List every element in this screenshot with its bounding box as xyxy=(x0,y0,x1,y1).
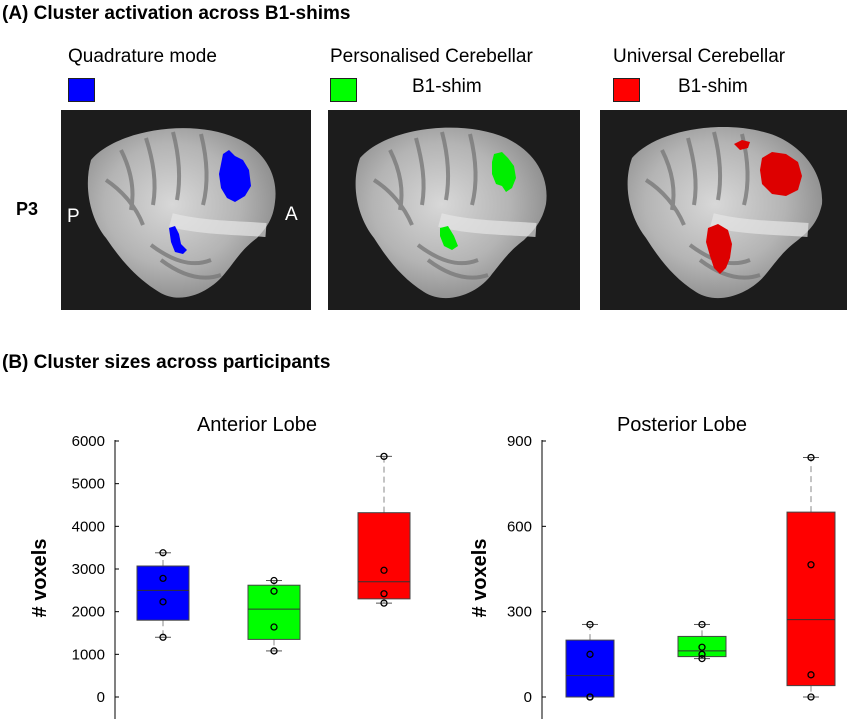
brain-image-quadrature: P A xyxy=(61,110,311,310)
legend-personalised-swatch xyxy=(330,78,357,102)
box-plots: Anterior Lobe # voxels 01000200030004000… xyxy=(29,414,836,719)
anterior-chart-title: Anterior Lobe xyxy=(197,414,317,436)
posterior-tick-label: 300 xyxy=(507,604,532,621)
posterior-data-point xyxy=(586,650,594,658)
anterior-data-point xyxy=(159,598,167,606)
legend-universal-sublabel: B1-shim xyxy=(678,76,748,97)
posterior-label: P xyxy=(67,206,80,227)
posterior-y-axis-label: # voxels xyxy=(469,539,491,618)
anterior-boxes xyxy=(136,452,411,655)
posterior-data-point xyxy=(698,643,706,651)
panel-a-title: (A) Cluster activation across B1-shims xyxy=(2,3,351,24)
anterior-tick-label: 6000 xyxy=(72,433,105,450)
posterior-tick-label: 0 xyxy=(524,689,532,706)
brain-image-universal xyxy=(600,110,847,310)
anterior-box-2 xyxy=(357,452,411,607)
legend-personalised-label: Personalised Cerebellar xyxy=(330,46,533,67)
posterior-box-2 xyxy=(786,453,836,701)
legend-personalised-sublabel: B1-shim xyxy=(412,76,482,97)
posterior-data-point xyxy=(807,453,815,462)
posterior-boxes xyxy=(565,453,836,701)
posterior-box-rect xyxy=(677,635,727,658)
brain-slice-quadrature: P A xyxy=(67,128,298,298)
posterior-tick-label: 900 xyxy=(507,433,532,450)
anterior-tick-label: 1000 xyxy=(72,646,105,663)
posterior-box-rect xyxy=(786,511,836,687)
anterior-data-point xyxy=(380,599,388,607)
brain-slice-universal xyxy=(627,127,823,299)
posterior-chart-title: Posterior Lobe xyxy=(617,414,747,436)
anterior-lobe-chart: Anterior Lobe # voxels 0 1000 2000 3000 4000… xyxy=(29,414,411,719)
posterior-data-point xyxy=(807,671,815,679)
legend-universal-swatch xyxy=(613,78,640,102)
anterior-tick-label: 2000 xyxy=(72,604,105,621)
anterior-y-axis-label: # voxels xyxy=(29,539,51,618)
legend-universal-label: Universal Cerebellar xyxy=(613,46,786,67)
anterior-label: A xyxy=(285,204,298,225)
posterior-box-0 xyxy=(565,620,615,701)
anterior-data-point xyxy=(380,452,388,461)
anterior-tick-label: 3000 xyxy=(72,561,105,578)
anterior-tick-label: 5000 xyxy=(72,476,105,493)
brain-slice-personalised xyxy=(355,127,547,299)
posterior-data-point xyxy=(807,561,815,569)
anterior-tick-label: 0 xyxy=(97,689,105,706)
posterior-data-point xyxy=(698,654,706,663)
anterior-data-point xyxy=(159,549,167,557)
panel-b-title: (B) Cluster sizes across participants xyxy=(2,352,331,373)
posterior-data-point xyxy=(807,693,815,701)
legend-quadrature-label: Quadrature mode xyxy=(68,46,217,67)
posterior-tick-label: 600 xyxy=(507,518,532,535)
posterior-lobe-chart: Posterior Lobe # voxels 0 300 600 900 xyxy=(469,414,836,719)
anterior-box-rect xyxy=(136,565,190,621)
anterior-box-1 xyxy=(247,576,301,655)
anterior-data-point xyxy=(270,576,278,585)
posterior-data-point xyxy=(586,620,594,629)
anterior-box-rect xyxy=(357,512,411,600)
posterior-y-ticks: 0 300 600 900 xyxy=(507,433,546,706)
participant-label: P3 xyxy=(16,199,39,219)
anterior-box-rect xyxy=(247,584,301,640)
posterior-data-point xyxy=(586,693,594,701)
anterior-y-ticks: 0 1000 2000 3000 4000 5000 6000 xyxy=(72,433,119,706)
legend-quadrature-swatch xyxy=(68,78,95,102)
anterior-data-point xyxy=(380,566,388,574)
posterior-data-point xyxy=(698,650,706,658)
brain-image-personalised xyxy=(328,110,580,310)
anterior-data-point xyxy=(159,574,167,583)
anterior-data-point xyxy=(270,587,278,595)
posterior-box-1 xyxy=(677,620,727,663)
posterior-box-rect xyxy=(565,639,615,698)
anterior-box-0 xyxy=(136,549,190,641)
anterior-data-point xyxy=(270,647,278,655)
posterior-data-point xyxy=(698,620,706,629)
anterior-data-point xyxy=(159,633,167,641)
anterior-data-point xyxy=(270,623,278,631)
anterior-data-point xyxy=(380,590,388,598)
anterior-tick-label: 4000 xyxy=(72,518,105,535)
